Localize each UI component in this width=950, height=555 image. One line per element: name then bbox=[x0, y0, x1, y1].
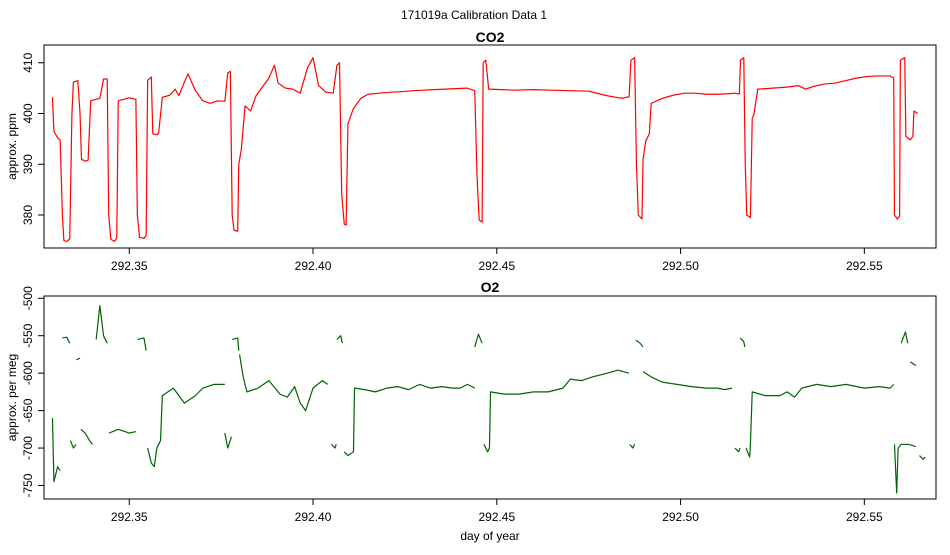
co2-y-tick-label: 380 bbox=[21, 205, 35, 225]
o2-y-tick-label: -750 bbox=[21, 473, 35, 497]
co2-x-tick-label: 292.45 bbox=[478, 259, 515, 273]
o2-series-line bbox=[635, 339, 644, 348]
o2-title: O2 bbox=[481, 279, 500, 295]
o2-series-line bbox=[343, 383, 476, 457]
o2-plot-frame bbox=[43, 295, 937, 500]
o2-series-line bbox=[629, 443, 636, 449]
o2-series-line bbox=[900, 331, 909, 344]
o2-series-line bbox=[232, 337, 240, 351]
o2-x-tick-label: 292.35 bbox=[111, 510, 148, 524]
o2-series-line bbox=[137, 337, 147, 351]
co2-x-tick-label: 292.40 bbox=[295, 259, 332, 273]
o2-series-line bbox=[919, 455, 926, 460]
co2-y-tick-label: 400 bbox=[21, 103, 35, 123]
co2-x-tick-label: 292.50 bbox=[662, 259, 699, 273]
co2-series-line bbox=[51, 57, 918, 242]
co2-y-axis-label: approx. ppm bbox=[5, 113, 19, 180]
o2-y-tick-label: -700 bbox=[21, 436, 35, 460]
figure-title: 171019a Calibration Data 1 bbox=[401, 8, 547, 22]
o2-series-line bbox=[734, 447, 741, 453]
o2-series-line bbox=[51, 418, 61, 483]
o2-series-line bbox=[62, 336, 71, 344]
o2-series-line bbox=[147, 383, 225, 468]
o2-y-tick-label: -650 bbox=[21, 398, 35, 422]
o2-series-line bbox=[483, 369, 630, 453]
co2-y-tick-label: 390 bbox=[21, 154, 35, 174]
o2-series-line bbox=[80, 428, 93, 445]
co2-y-tick-label: 410 bbox=[21, 52, 35, 72]
co2-x-tick-label: 292.55 bbox=[846, 259, 883, 273]
o2-panel: O2 approx. per meg day of year 292.35 292.40… bbox=[5, 279, 937, 543]
o2-series-line bbox=[76, 357, 81, 361]
co2-plot-frame bbox=[43, 44, 937, 249]
o2-series-line bbox=[95, 305, 108, 344]
o2-series-line bbox=[642, 371, 733, 391]
o2-x-tick-label: 292.40 bbox=[295, 510, 332, 524]
co2-title: CO2 bbox=[476, 29, 505, 45]
o2-y-tick-label: -500 bbox=[21, 286, 35, 310]
o2-series-line bbox=[238, 354, 329, 412]
o2-series-line bbox=[745, 383, 895, 458]
o2-series-line bbox=[893, 443, 916, 494]
o2-series-line bbox=[108, 428, 137, 434]
co2-x-tick-label: 292.35 bbox=[111, 259, 148, 273]
o2-series-line bbox=[474, 333, 483, 348]
o2-x-axis-label: day of year bbox=[460, 529, 519, 543]
co2-panel: CO2 approx. ppm 292.35 292.40 292.45 292.50 29… bbox=[5, 29, 937, 273]
o2-y-tick-label: -600 bbox=[21, 361, 35, 385]
o2-series-line bbox=[224, 432, 233, 449]
o2-series-line bbox=[330, 443, 337, 449]
o2-x-tick-label: 292.55 bbox=[846, 510, 883, 524]
o2-series-line bbox=[909, 361, 917, 367]
o2-x-tick-label: 292.50 bbox=[662, 510, 699, 524]
o2-y-tick-label: -550 bbox=[21, 323, 35, 347]
o2-series-line bbox=[336, 335, 344, 344]
o2-x-tick-label: 292.45 bbox=[478, 510, 515, 524]
o2-series-line bbox=[739, 337, 746, 348]
o2-y-axis-label: approx. per meg bbox=[5, 354, 19, 441]
o2-series-line bbox=[69, 440, 77, 449]
